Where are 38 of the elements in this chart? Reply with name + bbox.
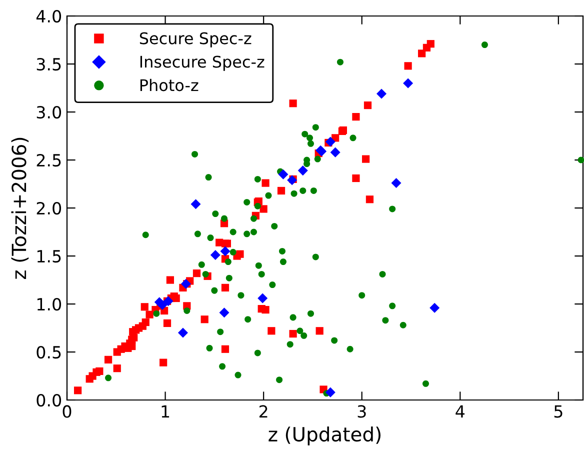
point xyxy=(391,178,402,188)
point xyxy=(178,328,188,338)
x-axis-title: z (Updated) xyxy=(268,426,380,446)
y-tick-label: 0.5 xyxy=(36,346,61,359)
point xyxy=(278,169,288,180)
legend-label: Secure Spec-z xyxy=(140,32,252,48)
y-tick-label: 1.0 xyxy=(37,298,62,311)
point xyxy=(210,250,220,260)
legend-label: Insecure Spec-z xyxy=(140,56,264,71)
y-tick-label: 2.5 xyxy=(36,154,61,167)
point xyxy=(298,166,308,176)
point xyxy=(376,88,387,99)
x-tick-label: 3 xyxy=(358,405,366,418)
y-tick-label: 3.5 xyxy=(36,58,61,71)
x-tick-label: 0 xyxy=(62,405,72,418)
point xyxy=(330,147,340,158)
point xyxy=(258,293,268,304)
x-tick-label: 5 xyxy=(554,405,562,418)
legend-label: Photo-z xyxy=(140,78,198,92)
point xyxy=(180,278,191,289)
x-tick-label: 2 xyxy=(259,405,268,418)
point xyxy=(430,302,440,313)
y-axis-title: z (Tozzi+2006) xyxy=(11,138,29,279)
point xyxy=(325,136,336,147)
x-tick-label: 4 xyxy=(456,405,465,418)
y-tick-label: 3.0 xyxy=(36,106,62,119)
point xyxy=(325,387,336,398)
point xyxy=(220,246,230,256)
point xyxy=(157,300,168,310)
point xyxy=(219,308,230,318)
y-tick-label: 2.0 xyxy=(36,202,62,215)
x-tick-label: 1 xyxy=(162,405,170,418)
point xyxy=(403,78,414,88)
y-tick-label: 0.0 xyxy=(36,394,62,407)
point xyxy=(287,175,298,186)
y-tick-label: 4.0 xyxy=(36,10,62,23)
y-tick-label: 1.5 xyxy=(37,250,61,263)
point xyxy=(190,199,201,210)
